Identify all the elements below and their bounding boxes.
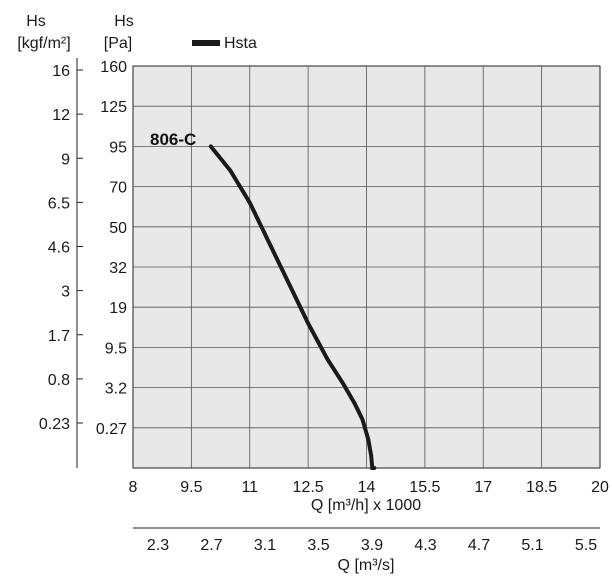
x-secondary-title: Q [m³/s] <box>338 557 395 574</box>
x-secondary-tick-label: 3.1 <box>254 537 276 554</box>
x-secondary-tick-label: 2.3 <box>147 537 169 554</box>
y-left-tick-label: 0.23 <box>39 416 70 433</box>
legend: Hsta <box>192 35 257 52</box>
x-primary-tick-label: 15.5 <box>409 479 440 496</box>
x-secondary-tick-label: 5.5 <box>575 537 597 554</box>
y-right-title-line1: Hs <box>114 13 134 30</box>
y-left-tick-label: 4.6 <box>48 240 70 257</box>
x-primary-tick-label: 20 <box>591 479 609 496</box>
x-secondary-tick-label: 3.5 <box>307 537 329 554</box>
x-secondary-tick-label: 4.3 <box>414 537 436 554</box>
series-hsta-line <box>208 144 377 470</box>
x-secondary-tick-label: 4.7 <box>468 537 490 554</box>
y-right-tick-label: 19 <box>109 300 127 317</box>
y-right-axis: 160 125 95 70 50 32 19 9.5 3.2 0.27 <box>96 59 127 438</box>
x-primary-tick-label: 14 <box>358 479 376 496</box>
y-left-tick-label: 3 <box>61 284 70 301</box>
y-right-tick-label: 50 <box>109 220 127 237</box>
y-right-tick-label: 32 <box>109 260 127 277</box>
y-right-tick-label: 70 <box>109 180 127 197</box>
y-left-axis: 16 12 9 6.5 4.6 3 1.7 0.8 0.23 <box>39 63 83 433</box>
y-left-tick-label: 0.8 <box>48 372 70 389</box>
y-right-tick-label: 3.2 <box>105 381 127 398</box>
x-secondary-tick-label: 2.7 <box>200 537 222 554</box>
x-secondary-tick-label: 3.9 <box>361 537 383 554</box>
y-left-tick-label: 12 <box>52 107 70 124</box>
y-left-tick-label: 16 <box>52 63 70 80</box>
x-primary-tick-label: 18.5 <box>526 479 557 496</box>
x-secondary-tick-label: 5.1 <box>521 537 543 554</box>
legend-swatch-hsta <box>192 40 220 46</box>
x-primary-tick-label: 11 <box>241 479 258 496</box>
x-primary-tick-label: 9.5 <box>180 479 202 496</box>
x-primary-tick-label: 8 <box>129 479 138 496</box>
y-left-tick-label: 9 <box>61 151 70 168</box>
y-right-tick-label: 9.5 <box>105 340 127 357</box>
y-right-tick-label: 125 <box>100 99 127 116</box>
x-secondary-axis: 2.3 2.7 3.1 3.5 3.9 4.3 4.7 5.1 5.5 <box>147 537 597 554</box>
legend-label-hsta: Hsta <box>224 35 257 52</box>
y-left-tick-label: 1.7 <box>48 328 70 345</box>
x-primary-axis: 8 9.5 11 12.5 14 15.5 17 18.5 20 <box>129 479 609 496</box>
y-right-title-line2: [Pa] <box>104 35 132 52</box>
x-primary-title: Q [m³/h] x 1000 <box>311 497 421 514</box>
series-annotation-806c: 806-C <box>150 130 196 149</box>
y-left-title-line2: [kgf/m²] <box>17 35 70 52</box>
y-right-tick-label: 95 <box>109 139 127 156</box>
x-primary-tick-label: 17 <box>474 479 492 496</box>
y-right-tick-label: 0.27 <box>96 421 127 438</box>
x-primary-tick-label: 12.5 <box>293 479 324 496</box>
y-left-title-line1: Hs <box>26 13 46 30</box>
y-left-tick-label: 6.5 <box>48 195 70 212</box>
y-right-tick-label: 160 <box>100 59 127 76</box>
